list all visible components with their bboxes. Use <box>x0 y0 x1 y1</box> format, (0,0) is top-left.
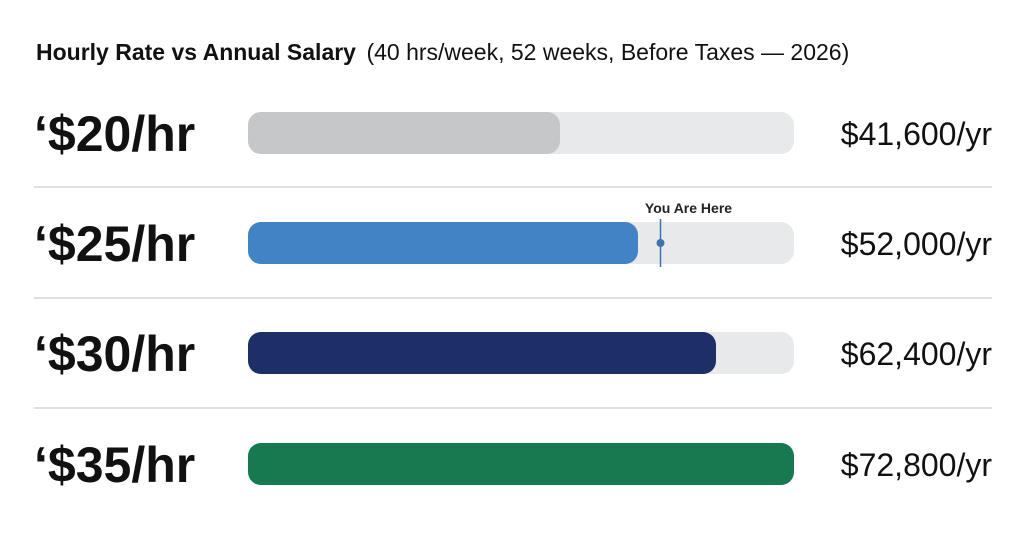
annual-salary-label: $72,800/yr <box>841 447 993 483</box>
chart-title-main: Hourly Rate vs Annual Salary <box>36 39 356 65</box>
chart-title: Hourly Rate vs Annual Salary (40 hrs/wee… <box>36 39 849 65</box>
you-are-here-marker-dot <box>656 239 665 247</box>
chart-rows: ‘$20/hr $41,600/yr ‘$25/hr $52,000/yr ‘$30/h… <box>34 106 992 493</box>
annual-salary-label: $41,600/yr <box>841 116 993 152</box>
salary-bar <box>248 222 638 264</box>
salary-bar <box>248 443 794 485</box>
hourly-rate-label: ‘$20/hr <box>34 106 195 162</box>
chart-title-subtitle: (40 hrs/week, 52 weeks, Before Taxes — 2… <box>366 39 849 65</box>
hourly-rate-label: ‘$35/hr <box>34 437 195 493</box>
hourly-rate-label: ‘$30/hr <box>34 326 195 382</box>
annual-salary-label: $52,000/yr <box>841 226 993 262</box>
hourly-rate-label: ‘$25/hr <box>34 216 195 272</box>
salary-bar <box>248 112 560 154</box>
you-are-here-label: You Are Here <box>645 200 732 216</box>
salary-bar <box>248 332 716 374</box>
annual-salary-label: $62,400/yr <box>841 336 993 372</box>
